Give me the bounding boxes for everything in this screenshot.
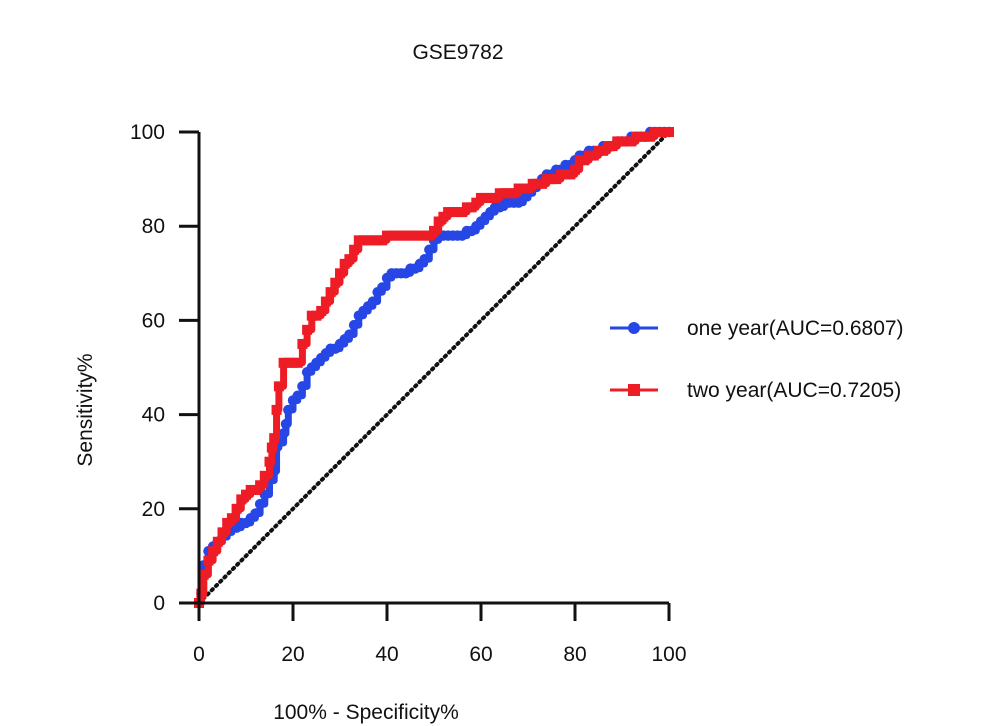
- x-tick-label: 40: [375, 643, 398, 666]
- y-tick-label: 20: [142, 498, 165, 521]
- series-1-point: [280, 418, 292, 430]
- x-tick-label: 100: [651, 643, 686, 666]
- series-1-point: [419, 253, 430, 265]
- y-tick-label: 40: [142, 404, 165, 427]
- series-1-point: [254, 498, 266, 510]
- series-1-point: [297, 381, 308, 392]
- series-2-point: [273, 381, 284, 392]
- series-2-point: [269, 433, 280, 444]
- series-2-point: [198, 569, 209, 580]
- axes: 0 20 40 60 80 100 0 20 40 60 80 100: [130, 121, 687, 666]
- x-axis-label: 100% - Specificity%: [273, 701, 459, 724]
- y-tick-label: 80: [142, 215, 165, 238]
- series-1-point: [344, 329, 355, 340]
- series-1-point: [283, 404, 294, 416]
- y-tick-label: 60: [142, 309, 165, 332]
- y-tick-label: 0: [153, 592, 165, 615]
- x-tick-label: 20: [281, 643, 304, 666]
- series-2-point: [297, 338, 308, 349]
- legend-label: two year(AUC=0.7205): [687, 379, 901, 402]
- legend: one year(AUC=0.6807) two year(AUC=0.7205): [610, 317, 904, 402]
- legend-swatch-marker: [628, 384, 640, 396]
- series-1-point: [367, 296, 379, 307]
- series-2-point: [325, 287, 336, 298]
- series-2-point: [664, 127, 674, 137]
- series-2-point: [266, 442, 277, 453]
- series-2-point: [231, 503, 242, 514]
- series-1-point: [278, 428, 289, 439]
- x-tick-label: 0: [193, 643, 205, 666]
- series-1-point: [348, 319, 360, 331]
- series-2-point: [259, 470, 270, 481]
- series-2-point: [196, 588, 207, 599]
- series-2-point: [226, 513, 237, 524]
- series-2-point: [203, 555, 214, 566]
- series-2-point: [320, 296, 331, 307]
- series-2-point: [344, 254, 355, 265]
- series-2-point: [212, 536, 223, 547]
- plot-area: [193, 126, 675, 609]
- series-2-point: [316, 305, 327, 316]
- legend-swatch-marker: [628, 322, 640, 334]
- series-2-point: [330, 277, 341, 288]
- chart-title: GSE9782: [412, 41, 503, 64]
- series-2-point: [302, 324, 313, 335]
- series-2-point: [335, 268, 345, 279]
- series-2-point: [255, 480, 266, 491]
- series-1-point: [250, 508, 261, 519]
- series-2-point: [349, 244, 360, 255]
- series-2-point: [271, 404, 282, 415]
- x-tick-label: 80: [563, 643, 586, 666]
- series-1-point: [377, 282, 388, 293]
- y-axis-label: Sensitivity%: [74, 353, 97, 466]
- series-2-point: [292, 357, 303, 368]
- series-1-point: [292, 390, 303, 401]
- series-2-point: [217, 527, 228, 538]
- reference-diagonal-line: [197, 130, 671, 605]
- x-tick-label: 60: [469, 643, 492, 666]
- series-1-point: [424, 244, 435, 255]
- series-2-point: [429, 225, 439, 236]
- y-tick-label: 100: [130, 121, 165, 144]
- series-2-point: [264, 456, 275, 467]
- legend-label: one year(AUC=0.6807): [687, 317, 904, 340]
- legend-item-2: two year(AUC=0.7205): [610, 379, 901, 402]
- series-2-point: [208, 546, 219, 557]
- series-2-point: [570, 164, 580, 175]
- legend-item-1: one year(AUC=0.6807): [610, 317, 904, 340]
